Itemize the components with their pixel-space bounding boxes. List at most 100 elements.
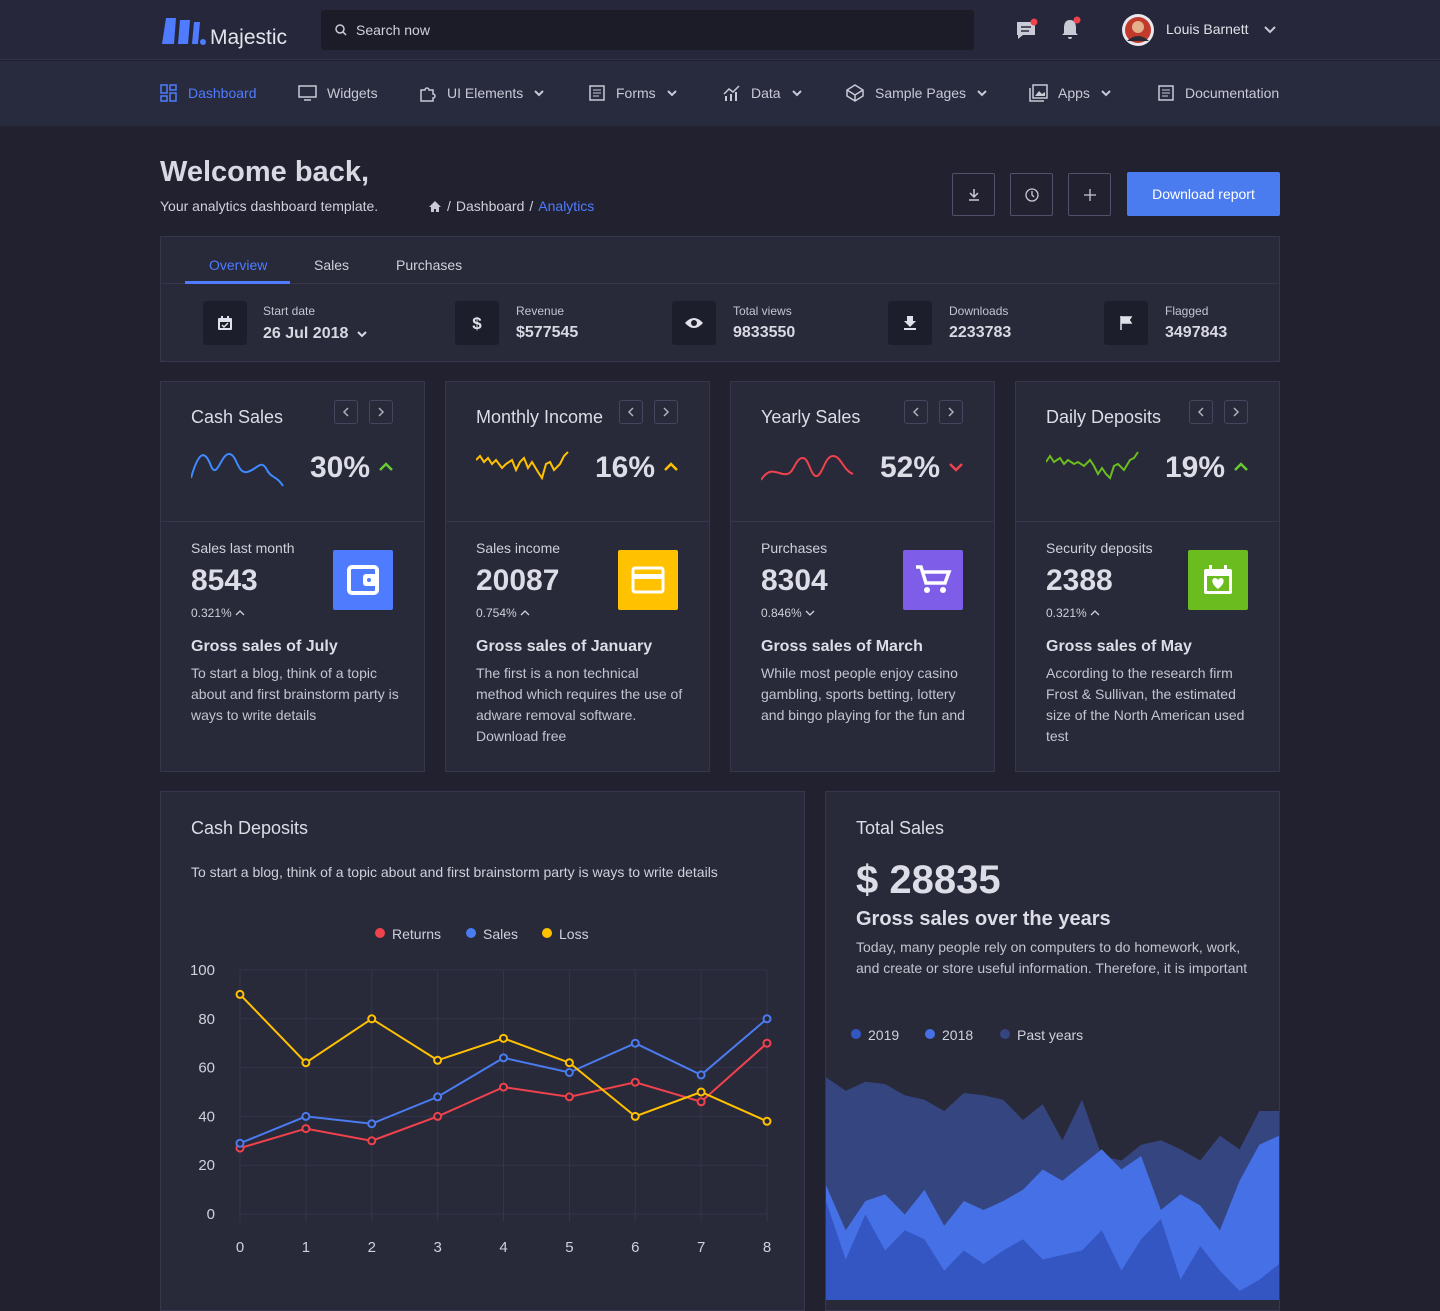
data-point	[630, 1077, 640, 1087]
icon-shape	[940, 587, 946, 593]
next-button[interactable]	[369, 400, 393, 424]
metric-value: 8304	[761, 564, 828, 597]
tab-overview[interactable]: Overview	[209, 257, 268, 273]
prev-button[interactable]	[334, 400, 358, 424]
card-divider	[446, 521, 709, 522]
change-text: 0.754%	[476, 606, 517, 620]
search-icon	[335, 24, 347, 36]
date-caret	[357, 331, 368, 338]
data-point	[433, 1092, 443, 1102]
trend-arrow	[379, 462, 393, 471]
arrow-icon	[1233, 407, 1240, 417]
panel-description: Today, many people rely on computers to …	[856, 939, 1248, 976]
stat-date[interactable]: 26 Jul 2018	[263, 325, 368, 343]
sparkline	[191, 452, 284, 487]
next-button[interactable]	[939, 400, 963, 424]
nav-sample-pages[interactable]: Sample Pages	[846, 84, 988, 102]
arrow	[627, 407, 634, 417]
history-button[interactable]	[1010, 173, 1053, 216]
stat-value: 3497843	[1165, 324, 1228, 341]
card-text: While most people enjoy casino gambling,…	[761, 665, 965, 723]
user-menu-caret[interactable]	[1263, 24, 1277, 36]
next-button[interactable]	[1224, 400, 1248, 424]
nav-caret	[666, 90, 677, 97]
data-point	[433, 1111, 443, 1121]
breadcrumb-item[interactable]: Dashboard	[455, 198, 525, 214]
nav-label: Data	[751, 85, 781, 101]
plus-icon	[1083, 188, 1096, 201]
icon-shape	[1212, 578, 1224, 589]
trend-path	[379, 462, 393, 471]
data-point	[499, 1082, 508, 1092]
data-point	[762, 1014, 772, 1024]
nav-label: Apps	[1058, 85, 1090, 101]
download-report-button[interactable]: Download report	[1127, 172, 1280, 216]
card-text: According to the research firm Frost & S…	[1046, 665, 1245, 744]
sparkline-path	[191, 452, 284, 487]
home-icon[interactable]	[428, 200, 442, 213]
prev-button[interactable]	[904, 400, 928, 424]
card-text: To start a blog, think of a topic about …	[191, 665, 399, 723]
arrow	[1197, 407, 1204, 417]
data-point	[630, 1111, 640, 1121]
arrow-icon	[627, 407, 634, 417]
prev-button[interactable]	[619, 400, 643, 424]
messages-icon[interactable]	[1014, 18, 1040, 42]
nav-label: Widgets	[327, 85, 378, 101]
download-button[interactable]	[952, 173, 995, 216]
trend-path	[1234, 462, 1248, 471]
user-name[interactable]: Louis Barnett	[1166, 21, 1249, 37]
icon-shape	[1224, 565, 1227, 571]
stat-icon	[672, 301, 716, 345]
card-icon	[903, 550, 963, 610]
dollar-icon: $	[472, 314, 482, 332]
nav-ui-elements[interactable]: UI Elements	[418, 84, 545, 102]
legend-label: Past years	[1017, 1027, 1083, 1043]
y-tick-label: 60	[198, 1060, 215, 1077]
nav-widgets[interactable]: Widgets	[298, 84, 378, 102]
nav-forms[interactable]: Forms	[588, 84, 678, 102]
stat-icon	[888, 301, 932, 345]
arrow	[342, 407, 349, 417]
nav-documentation[interactable]: Documentation	[1157, 84, 1279, 102]
user-avatar[interactable]	[1121, 13, 1155, 47]
nav-icon	[723, 85, 740, 101]
add-button[interactable]	[1068, 173, 1111, 216]
legend-marker	[925, 1029, 935, 1039]
stat-label: Downloads	[949, 304, 1009, 318]
tab-purchases[interactable]: Purchases	[396, 257, 463, 273]
prev-button[interactable]	[1189, 400, 1213, 424]
card-percent: 52%	[880, 451, 941, 484]
nav-label: Sample Pages	[875, 85, 967, 101]
card-title: Cash Sales	[191, 407, 284, 427]
x-tick-label: 7	[697, 1239, 705, 1256]
tab-sales[interactable]: Sales	[314, 257, 350, 273]
data-point	[762, 1038, 772, 1048]
arrow-icon	[948, 407, 955, 417]
nav-icon	[846, 84, 864, 102]
nav-data[interactable]: Data	[722, 84, 803, 102]
stat-icon: $	[455, 301, 499, 345]
stat-label: Revenue	[516, 304, 565, 318]
nav-dashboard[interactable]: Dashboard	[160, 84, 257, 102]
search-placeholder: Search now	[356, 22, 430, 38]
next-button[interactable]	[654, 400, 678, 424]
card-divider	[731, 521, 994, 522]
legend-label: Sales	[483, 926, 518, 942]
area-chart: 2019 2018 Past years	[826, 1027, 1279, 1300]
change-arrow	[520, 610, 530, 616]
card-percent: 16%	[595, 451, 656, 484]
search-box[interactable]: Search now	[321, 10, 974, 50]
legend-marker	[375, 928, 385, 938]
data-point	[762, 1116, 772, 1126]
calendar-icon	[218, 316, 232, 330]
y-tick-label: 80	[198, 1011, 215, 1028]
icon-shape	[916, 565, 952, 585]
notifications-icon[interactable]	[1058, 16, 1084, 42]
sparkline-path	[476, 451, 569, 481]
icon-shape	[1209, 565, 1212, 571]
nav-apps[interactable]: Apps	[1029, 84, 1112, 102]
card-icon	[1188, 550, 1248, 610]
